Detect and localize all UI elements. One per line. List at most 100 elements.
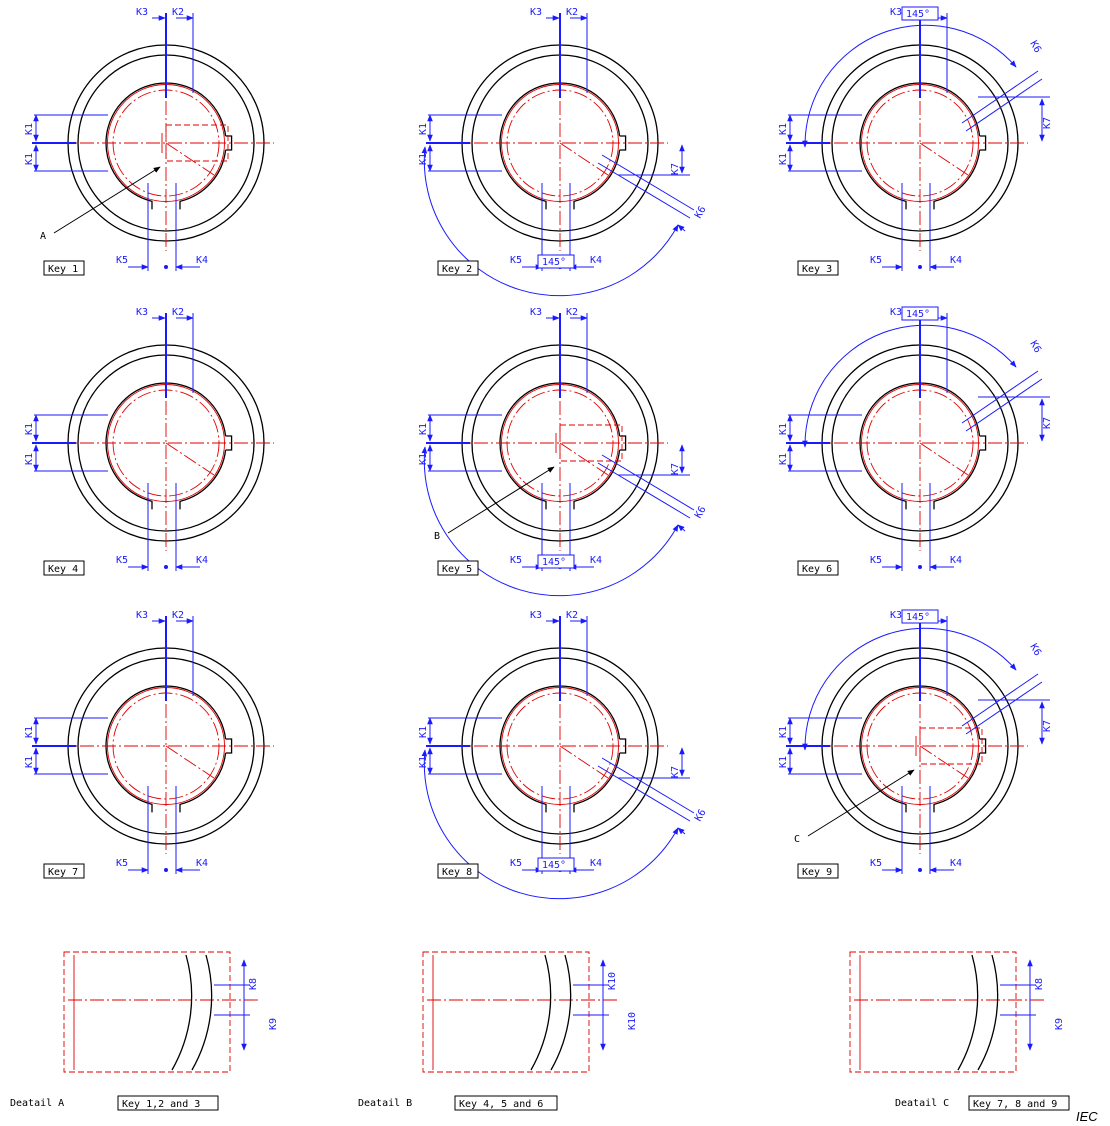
angle-label: 145° xyxy=(906,612,930,623)
k7-label: K7 xyxy=(1042,117,1053,129)
angle-box xyxy=(901,609,939,624)
angle-label: 145° xyxy=(542,860,566,871)
detail-dim-label-b: K10 xyxy=(627,1012,638,1030)
k3-label: K3 xyxy=(890,610,902,621)
k5-label: K5 xyxy=(116,255,128,266)
angle-box xyxy=(901,6,939,21)
k2-label: K2 xyxy=(172,610,184,621)
k6-arrow xyxy=(677,827,686,835)
angle-label: 145° xyxy=(906,309,930,320)
detail-arc-inner xyxy=(530,954,552,1071)
angle-label: 145° xyxy=(906,9,930,20)
k4-label: K4 xyxy=(950,555,962,566)
k1-lower-label: K1 xyxy=(418,153,429,165)
angle-arc xyxy=(421,446,679,597)
angle-arc xyxy=(421,146,679,297)
key-label-box xyxy=(797,560,839,576)
detail-title: Deatail C xyxy=(895,1098,949,1109)
key-label: Key 2 xyxy=(442,264,472,275)
k2-label: K2 xyxy=(566,610,578,621)
k5-label: K5 xyxy=(510,255,522,266)
key-label: Key 5 xyxy=(442,564,472,575)
key-view-8: K3 K2 K5 K4 K1 K1 145° K6 K7 Key 8 xyxy=(418,610,709,900)
k6-extension-b xyxy=(965,681,1043,735)
key-label: Key 1 xyxy=(48,264,78,275)
dim-dot xyxy=(164,565,168,569)
k6-extension-b xyxy=(965,378,1043,432)
detail-frame xyxy=(422,951,590,1073)
detail-keys-box xyxy=(117,1095,219,1111)
k3-label: K3 xyxy=(530,7,542,18)
k1-lower-label: K1 xyxy=(24,453,35,465)
detail-arc-inner xyxy=(171,954,193,1071)
k6-arrow xyxy=(677,524,686,532)
diagonal-centerline xyxy=(165,142,215,176)
detail-pointer xyxy=(447,466,555,534)
k6-extension-b xyxy=(601,154,695,211)
k1-upper-label: K1 xyxy=(24,726,35,738)
k3-label: K3 xyxy=(890,307,902,318)
k1-lower-label: K1 xyxy=(418,756,429,768)
detail-dim-label-a: K8 xyxy=(1034,978,1045,990)
bore-outline xyxy=(105,685,233,813)
detail-dim-label-b: K9 xyxy=(1054,1018,1065,1030)
detail-arc-inner xyxy=(957,954,979,1071)
k1-lower-label: K1 xyxy=(778,153,789,165)
detail-dim-label-b: K9 xyxy=(268,1018,279,1030)
key-view-2: K3 K2 K5 K4 K1 K1 145° K6 K7 Key 2 xyxy=(418,7,709,297)
k4-label: K4 xyxy=(950,255,962,266)
k7-label: K7 xyxy=(670,766,681,778)
k4-label: K4 xyxy=(590,255,602,266)
dim-dot xyxy=(918,565,922,569)
detail-arc-outer xyxy=(550,954,572,1071)
k5-label: K5 xyxy=(510,555,522,566)
detail-title: Deatail A xyxy=(10,1098,64,1109)
key-label: Key 4 xyxy=(48,564,78,575)
key-label-box xyxy=(43,863,85,879)
key-label-box xyxy=(797,863,839,879)
key-label-box xyxy=(43,260,85,276)
detail-letter: A xyxy=(40,231,46,242)
angle-box xyxy=(537,554,575,569)
angle-box xyxy=(537,857,575,872)
k6-extension-b xyxy=(601,454,695,511)
k2-label: K2 xyxy=(566,7,578,18)
detail-3: K8 K9 Deatail C Key 7, 8 and 9 xyxy=(849,951,1070,1111)
k3-label: K3 xyxy=(136,307,148,318)
key-view-5: K3 K2 K5 K4 K1 K1 145° K6 K7 B Key 5 xyxy=(418,307,709,597)
k1-lower-label: K1 xyxy=(778,756,789,768)
k2-label: K2 xyxy=(172,307,184,318)
detail-keys-box xyxy=(454,1095,558,1111)
k1-upper-label: K1 xyxy=(778,123,789,135)
diagonal-centerline xyxy=(559,745,609,779)
iec-mark: IEC xyxy=(1076,1109,1098,1124)
k3-label: K3 xyxy=(530,610,542,621)
k1-upper-label: K1 xyxy=(418,423,429,435)
detail-keys-label: Key 4, 5 and 6 xyxy=(459,1099,543,1110)
bore-outline xyxy=(105,382,233,510)
k3-label: K3 xyxy=(890,7,902,18)
k6-label: K6 xyxy=(693,505,709,521)
k6-extension-a xyxy=(597,162,691,219)
k5-label: K5 xyxy=(116,555,128,566)
k7-label: K7 xyxy=(670,463,681,475)
key-view-7: K3 K2 K5 K4 K1 K1 Key 7 xyxy=(24,610,274,879)
detail-dim-label-a: K10 xyxy=(607,972,618,990)
diagonal-centerline xyxy=(165,442,215,476)
k1-upper-label: K1 xyxy=(24,423,35,435)
hidden-detail-box xyxy=(165,124,229,162)
k7-label: K7 xyxy=(670,163,681,175)
key-view-1: K3 K2 K5 K4 K1 K1 A Key 1 xyxy=(24,7,274,276)
angle-label: 145° xyxy=(542,257,566,268)
k6-label: K6 xyxy=(1027,642,1043,658)
k6-label: K6 xyxy=(1027,339,1043,355)
k6-label: K6 xyxy=(693,808,709,824)
key-label: Key 9 xyxy=(802,867,832,878)
k4-label: K4 xyxy=(196,555,208,566)
detail-frame xyxy=(63,951,231,1073)
detail-pointer xyxy=(53,166,161,234)
detail-2: K10 K10 Deatail B Key 4, 5 and 6 xyxy=(358,951,638,1111)
k3-label: K3 xyxy=(136,610,148,621)
